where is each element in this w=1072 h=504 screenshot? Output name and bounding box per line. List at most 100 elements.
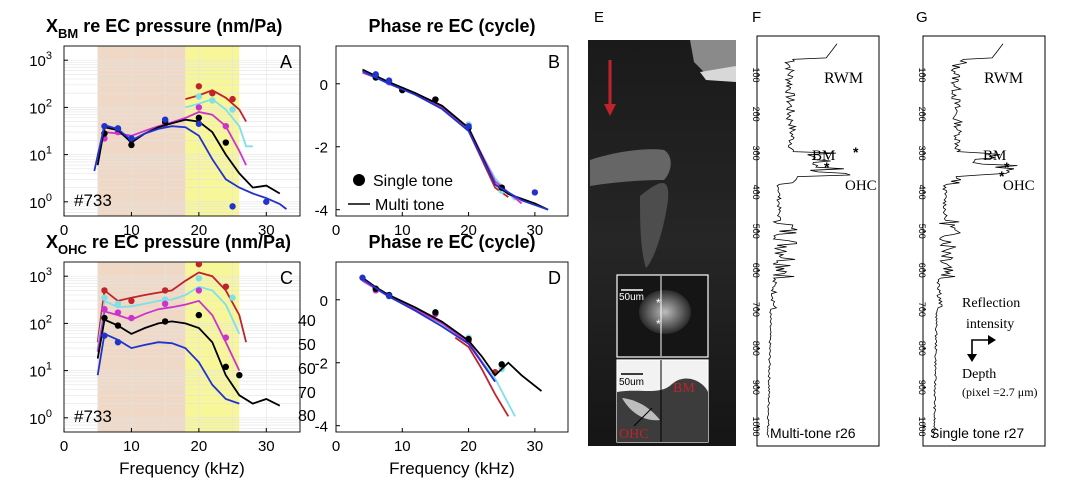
series-line-50	[362, 280, 516, 417]
data-point-50	[229, 294, 236, 301]
depth-tick-label: 600	[751, 263, 761, 278]
data-point-50	[229, 106, 236, 113]
y-tick-label: 101	[29, 145, 52, 165]
axes-frame	[63, 45, 301, 217]
data-point-80	[101, 122, 108, 130]
data-point-80	[114, 338, 122, 346]
legend-single-label: Single tone	[373, 173, 453, 190]
depth-tick-label: 200	[917, 107, 927, 122]
data-point-70	[498, 361, 505, 368]
panel-title: Phase re EC (cycle)	[368, 16, 535, 36]
data-point-80	[263, 198, 270, 205]
data-point-50	[101, 294, 108, 301]
x-tick-label: 0	[60, 438, 68, 455]
series-group	[96, 262, 281, 407]
schematic-scale-label: 50um	[619, 377, 644, 388]
red-arrow-icon	[604, 104, 616, 116]
level-label-40: 40	[298, 313, 316, 330]
depth-tick-label: 100	[917, 68, 927, 83]
depth-tick-label: 1000	[917, 416, 927, 436]
panel-letter: D	[548, 268, 561, 288]
depth-tick-label: 500	[751, 224, 761, 239]
data-point-60	[101, 305, 108, 313]
depth-tick-label: 300	[751, 146, 761, 161]
g-intensity-label: intensity	[966, 317, 1014, 332]
panel-g-profile: G 100 200 300 400 500 600 700 800 900 1000 RWM BM…	[916, 9, 1046, 447]
level-label-60: 60	[298, 361, 316, 378]
data-point-80	[359, 274, 366, 281]
panel-g-depth-ticks: 100 200 300 400 500 600 700 800 900 1000	[917, 68, 927, 437]
x-tick-label: 20	[460, 438, 477, 455]
series-line-80	[362, 70, 549, 211]
panel-g-frame	[922, 35, 1046, 447]
marker-legend: Single tone Multi tone	[348, 173, 453, 214]
data-point-60	[195, 287, 203, 294]
panel-c-plot: 0 10 20 30 100 101 102 103 XOHC re EC pressure (…	[29, 232, 301, 478]
data-point-70	[114, 322, 122, 329]
series-line-70	[96, 318, 281, 407]
bm-asterisk: *	[656, 296, 661, 310]
panel-letter: B	[548, 52, 560, 72]
level-legend: 40 50 60 70 80	[298, 313, 316, 425]
data-point-40	[209, 89, 216, 97]
f-caption: Multi-tone r26	[770, 425, 856, 441]
data-point-80	[101, 332, 108, 339]
y-tick-label: 103	[29, 266, 52, 286]
frequency-band-yellow	[185, 262, 240, 432]
data-point-40	[101, 287, 108, 294]
level-label-70: 70	[298, 385, 316, 402]
data-point-70	[432, 96, 439, 103]
x-axis-label: Frequency (kHz)	[389, 459, 515, 478]
y-tick-label: 103	[29, 50, 52, 70]
panel-e-letter: E	[594, 9, 604, 26]
legend-single-marker	[353, 174, 365, 186]
f-rwm-label: RWM	[824, 70, 863, 87]
depth-tick-label: 500	[917, 224, 927, 239]
depth-tick-label: 800	[917, 341, 927, 356]
y-tick-label: 101	[29, 361, 52, 381]
data-point-70	[222, 363, 230, 371]
panel-title: XBM re EC pressure (nm/Pa)	[46, 16, 282, 41]
g-bm-asterisk: *	[1004, 159, 1010, 175]
f-ohc-label: OHC	[845, 178, 877, 194]
f-ohc-asterisk: *	[853, 144, 859, 160]
depth-tick-label: 800	[751, 341, 761, 356]
g-depth-label: Depth	[962, 367, 996, 382]
depth-tick-label: 900	[917, 380, 927, 395]
schematic-ohc-label: OHC	[619, 427, 649, 442]
panel-letter: C	[280, 268, 293, 288]
y-tick-label: 100	[29, 408, 52, 428]
data-point-80	[531, 189, 539, 196]
data-point-80	[229, 203, 236, 210]
g-reflection-label: Reflection	[962, 296, 1020, 311]
data-point-60	[161, 300, 169, 308]
schematic-pointer	[633, 407, 653, 427]
inset-cell-region	[639, 290, 691, 334]
x-tick-label: 10	[123, 438, 140, 455]
g-pixel-label: (pixel =2.7 μm)	[962, 385, 1038, 399]
panel-title: XOHC re EC pressure (nm/Pa)	[46, 232, 291, 257]
y-tick-label: -4	[315, 419, 328, 436]
series-group	[93, 83, 288, 210]
data-point-60	[114, 309, 122, 316]
x-tick-label: 10	[394, 222, 411, 239]
x-tick-label: 0	[332, 222, 340, 239]
data-point-80	[195, 120, 203, 127]
depth-tick-label: 300	[917, 146, 927, 161]
series-line-70	[362, 68, 549, 211]
series-group	[362, 68, 549, 211]
ohc-asterisk: *	[656, 317, 661, 331]
x-tick-label: 10	[123, 222, 140, 239]
panel-f-trace	[766, 43, 851, 438]
data-point-70	[101, 314, 108, 322]
data-point-40	[195, 83, 203, 90]
series-line-80	[362, 278, 496, 383]
data-point-70	[222, 139, 230, 146]
data-point-80	[385, 292, 393, 300]
level-label-50: 50	[298, 337, 316, 354]
schematic-bm-label: BM	[673, 381, 695, 396]
y-tick-label: 0	[320, 293, 328, 310]
depth-tick-label: 700	[751, 302, 761, 317]
data-point-80	[114, 125, 122, 132]
